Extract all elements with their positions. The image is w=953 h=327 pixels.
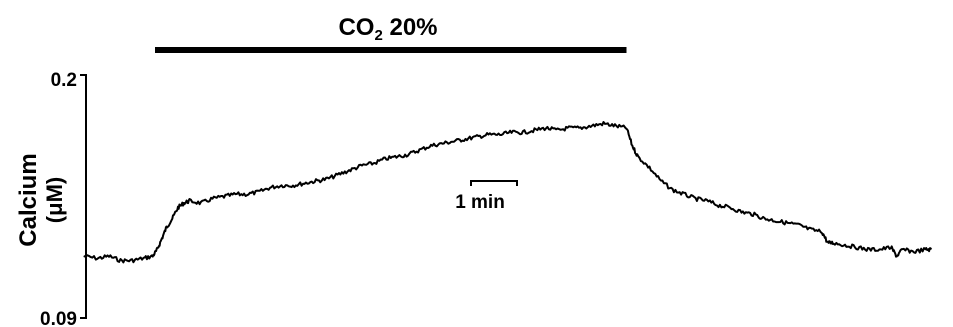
time-scale-bar: 1 min bbox=[455, 180, 518, 213]
stimulus-marker: CO2 20% bbox=[155, 14, 627, 53]
y-tick-label-bottom: 0.09 bbox=[40, 309, 77, 327]
y-tick-label-top: 0.2 bbox=[51, 70, 77, 91]
y-axis-label: Calcium bbox=[15, 153, 42, 246]
y-axis-title: Calcium (μM) bbox=[15, 153, 67, 246]
scale-bar-label: 1 min bbox=[455, 192, 505, 213]
y-axis: 0.2 0.09 Calcium (μM) bbox=[15, 70, 87, 327]
stimulus-label: CO2 20% bbox=[338, 14, 437, 44]
calcium-trace-line bbox=[83, 121, 933, 264]
y-axis-unit: (μM) bbox=[42, 177, 67, 223]
